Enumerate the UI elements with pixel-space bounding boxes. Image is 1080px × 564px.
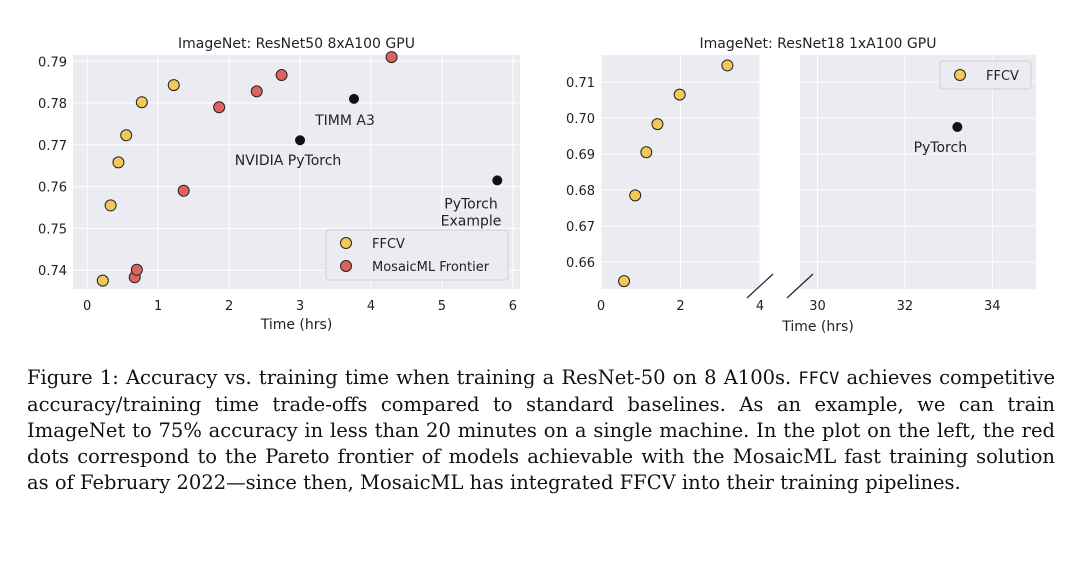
- right-x-axis-label: Time (hrs): [781, 319, 854, 335]
- right-x-tick-label: 2: [676, 299, 684, 314]
- left-x-axis-label: Time (hrs): [260, 317, 333, 333]
- point-ffcv: [135, 96, 148, 109]
- left-chart-title: ImageNet: ResNet50 8xA100 GPU: [178, 36, 415, 52]
- point-ffcv: [96, 274, 109, 287]
- left-y-tick-label: 0.75: [38, 222, 67, 237]
- point-baseline: [348, 93, 359, 104]
- left-annotation: Example: [441, 213, 502, 229]
- caption-code: FFCV: [798, 369, 840, 389]
- legend-label-ffcv: FFCV: [372, 237, 405, 252]
- point-ffcv: [640, 146, 653, 159]
- right-chart: ImageNet: ResNet18 1xA100 GPU 0 2 4 30 32 34 0…: [566, 36, 1036, 335]
- point-ffcv: [120, 129, 133, 142]
- point-ffcv: [651, 118, 664, 131]
- point-ffcv: [629, 189, 642, 202]
- figure-charts: ImageNet: ResNet50 8xA100 GPU 0 1 2 3 4 5 60.7…: [38, 36, 1036, 335]
- left-y-tick-label: 0.77: [38, 139, 67, 154]
- caption-label: Figure 1: Accuracy vs. training time whe…: [27, 366, 792, 389]
- right-x-tick-label: 34: [984, 299, 1001, 314]
- left-x-tick-label: 6: [509, 299, 517, 314]
- left-x-tick-label: 2: [225, 299, 233, 314]
- left-y-tick-label: 0.78: [38, 97, 67, 112]
- left-legend: FFCV MosaicML Frontier: [325, 229, 509, 281]
- right-annotation: PyTorch: [914, 140, 967, 156]
- legend-label-mosaicml: MosaicML Frontier: [372, 260, 490, 275]
- legend-label-ffcv-right: FFCV: [986, 69, 1019, 84]
- point-ffcv: [673, 88, 686, 101]
- break-mark-right: [786, 273, 814, 299]
- right-x-tick-label: 32: [897, 299, 914, 314]
- point-mosaicml-frontier: [213, 101, 226, 114]
- point-ffcv: [618, 275, 631, 288]
- left-y-tick-label: 0.74: [38, 264, 67, 279]
- left-x-tick-label: 3: [296, 299, 304, 314]
- point-ffcv: [104, 199, 117, 212]
- right-y-tick-label: 0.70: [566, 112, 595, 127]
- right-x-tick-label: 4: [756, 299, 764, 314]
- point-ffcv: [721, 59, 734, 72]
- point-mosaicml-frontier: [385, 51, 398, 64]
- left-x-tick-label: 1: [154, 299, 162, 314]
- axis-break-marks: [746, 273, 814, 299]
- right-legend-box: [939, 60, 1032, 90]
- left-x-tick-label: 4: [367, 299, 375, 314]
- left-y-tick-label: 0.79: [38, 55, 67, 70]
- right-plot-right-area: [800, 55, 1036, 289]
- left-x-tick-label: 5: [438, 299, 446, 314]
- legend-marker-ffcv-right: [954, 69, 966, 81]
- point-mosaicml-frontier: [250, 85, 263, 98]
- right-y-tick-label: 0.66: [566, 256, 595, 271]
- left-y-tick-label: 0.76: [38, 181, 67, 196]
- left-x-tick-label: 0: [83, 299, 91, 314]
- right-chart-title: ImageNet: ResNet18 1xA100 GPU: [700, 36, 937, 52]
- legend-marker-ffcv: [340, 237, 352, 249]
- right-legend: FFCV: [939, 60, 1032, 90]
- point-mosaicml-frontier: [275, 69, 288, 82]
- point-baseline: [295, 135, 306, 146]
- left-legend-box: [325, 229, 509, 281]
- point-baseline: [492, 175, 503, 186]
- point-baseline: [952, 122, 963, 132]
- legend-marker-mosaicml: [340, 260, 352, 272]
- left-annotation: NVIDIA PyTorch: [235, 153, 342, 169]
- left-chart: ImageNet: ResNet50 8xA100 GPU 0 1 2 3 4 5 6 0.7…: [38, 36, 520, 333]
- caption-text: achieves competitive accuracy/training t…: [27, 366, 1055, 494]
- right-y-tick-label: 0.69: [566, 148, 595, 163]
- right-y-tick-label: 0.67: [566, 220, 595, 235]
- right-y-tick-label: 0.71: [566, 76, 595, 91]
- point-ffcv: [167, 79, 180, 92]
- point-mosaicml-frontier: [177, 184, 190, 197]
- figure-caption: Figure 1: Accuracy vs. training time whe…: [27, 365, 1055, 496]
- right-x-tick-label: 30: [809, 299, 826, 314]
- left-annotation: TIMM A3: [314, 113, 375, 129]
- left-annotation: PyTorch: [444, 196, 497, 212]
- right-y-tick-label: 0.68: [566, 184, 595, 199]
- point-mosaicml-frontier: [130, 263, 143, 276]
- break-mark-left: [746, 273, 774, 299]
- point-ffcv: [112, 156, 125, 169]
- right-x-tick-label: 0: [597, 299, 605, 314]
